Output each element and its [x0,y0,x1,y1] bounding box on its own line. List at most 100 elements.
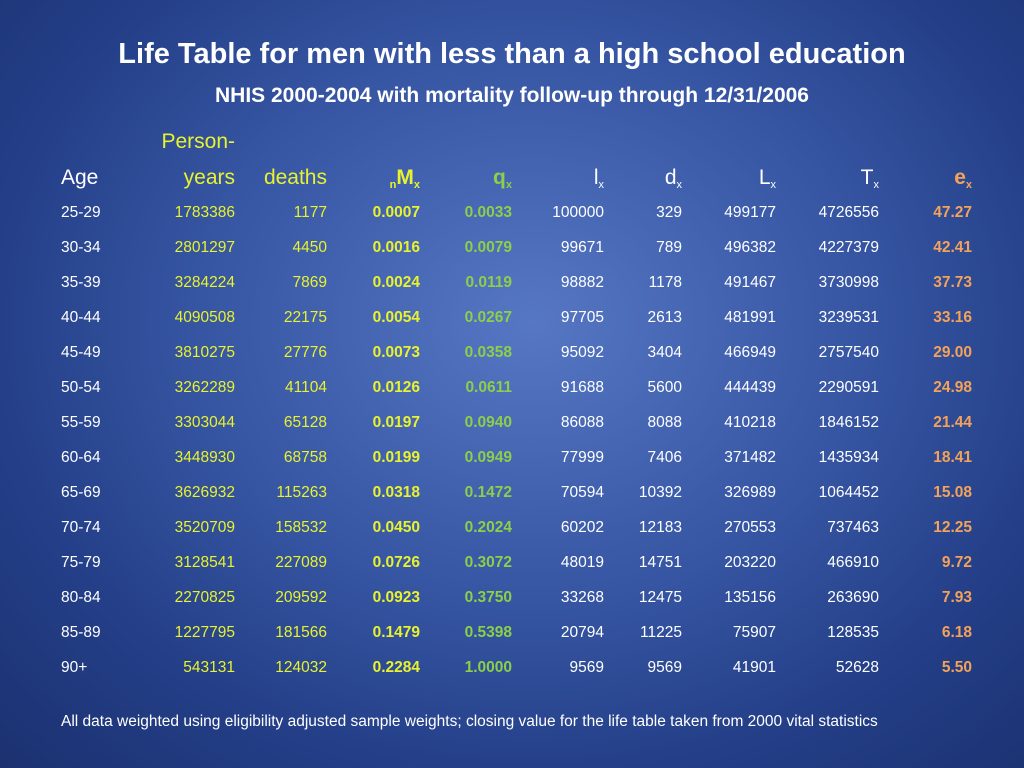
header-age: Age [61,167,98,188]
dx-cell: 8088 [647,414,682,431]
dx-cell: 329 [656,204,682,221]
ex-cell: 29.00 [933,344,972,361]
ex-cell: 24.98 [933,379,972,396]
dx-cell: 7406 [647,449,682,466]
age-cell: 90+ [61,659,88,676]
nmx-cell: 0.1479 [372,624,420,641]
header-lx-sub: x [598,179,605,191]
Tx-cell: 128535 [827,624,879,641]
header-nmx: nMx [330,167,420,191]
Lx-cell: 481991 [724,309,776,326]
Lx-cell: 135156 [724,589,776,606]
nmx-cell: 0.0199 [372,449,420,466]
slide-title: Life Table for men with less than a high… [118,38,906,70]
ex-cell: 21.44 [933,414,972,431]
age-cell: 30-34 [61,239,101,256]
qx-cell: 0.1472 [464,484,512,501]
Lx-cell: 499177 [724,204,776,221]
lx-cell: 60202 [560,519,604,536]
age-cell: 45-49 [61,344,101,361]
dx-cell: 9569 [647,659,682,676]
header-qx-main: q [493,166,506,189]
ex-cell: 18.41 [933,449,972,466]
age-cell: 60-64 [61,449,101,466]
dx-cell: 5600 [647,379,682,396]
age-cell: 70-74 [61,519,101,536]
qx-cell: 0.0267 [464,309,512,326]
header-person-line1: Person- [161,130,235,153]
ex-cell: 9.72 [941,554,972,571]
header-Lx: Lx [690,167,776,191]
age-cell: 40-44 [61,309,101,326]
deaths-cell: 68758 [283,449,327,466]
dx-cell: 12183 [638,519,682,536]
lx-cell: 48019 [560,554,604,571]
header-ex-sub: x [965,179,972,191]
header-Tx-main: T [860,166,874,189]
header-lx-main: l [593,166,599,189]
Lx-cell: 41901 [732,659,776,676]
deaths-cell: 1177 [293,204,327,221]
header-years: years [140,167,235,188]
header-dx-sub: x [676,179,683,191]
dx-cell: 789 [656,239,682,256]
dx-cell: 14751 [638,554,682,571]
nmx-cell: 0.0318 [372,484,420,501]
Lx-cell: 491467 [724,274,776,291]
header-age-label: Age [61,166,99,189]
Tx-cell: 1435934 [818,449,879,466]
Lx-cell: 444439 [724,379,776,396]
nmx-cell: 0.0007 [372,204,420,221]
lx-cell: 33268 [560,589,604,606]
nmx-cell: 0.0024 [372,274,420,291]
lx-cell: 77999 [560,449,604,466]
deaths-cell: 4450 [292,239,327,256]
age-cell: 80-84 [61,589,101,606]
header-dx-main: d [664,166,677,189]
lx-cell: 97705 [560,309,604,326]
qx-cell: 0.0611 [465,379,512,396]
qx-cell: 0.0949 [464,449,512,466]
Lx-cell: 371482 [724,449,776,466]
person-years-cell: 3448930 [174,449,235,466]
Tx-cell: 2757540 [818,344,879,361]
ex-cell: 47.27 [933,204,972,221]
age-cell: 55-59 [61,414,101,431]
lx-cell: 20794 [560,624,604,641]
nmx-cell: 0.0054 [372,309,420,326]
Tx-cell: 52628 [835,659,879,676]
dx-cell: 1178 [648,274,682,291]
Lx-cell: 75907 [732,624,776,641]
qx-cell: 1.0000 [464,659,512,676]
Lx-cell: 410218 [724,414,776,431]
footnote: All data weighted using eligibility adju… [61,713,878,730]
nmx-cell: 0.0073 [372,344,420,361]
Tx-cell: 4726556 [818,204,879,221]
header-ex: ex [880,167,972,191]
ex-cell: 7.93 [941,589,972,606]
person-years-cell: 543131 [183,659,235,676]
person-years-cell: 2801297 [174,239,235,256]
person-years-cell: 3303044 [174,414,235,431]
qx-cell: 0.5398 [464,624,512,641]
header-deaths: deaths [240,167,327,188]
header-person: Person- [140,131,235,152]
lx-cell: 91688 [560,379,604,396]
deaths-cell: 22175 [283,309,327,326]
dx-cell: 3404 [647,344,682,361]
qx-cell: 0.0119 [465,274,512,291]
age-cell: 65-69 [61,484,101,501]
Tx-cell: 3239531 [818,309,879,326]
qx-cell: 0.0033 [464,204,512,221]
nmx-cell: 0.0126 [372,379,420,396]
Lx-cell: 496382 [724,239,776,256]
lx-cell: 100000 [552,204,604,221]
dx-cell: 11225 [640,624,682,641]
header-Lx-sub: x [770,179,777,191]
Tx-cell: 263690 [827,589,879,606]
Tx-cell: 1064452 [818,484,879,501]
person-years-cell: 2270825 [174,589,235,606]
dx-cell: 10392 [638,484,682,501]
deaths-cell: 124032 [275,659,327,676]
person-years-cell: 3284224 [174,274,235,291]
